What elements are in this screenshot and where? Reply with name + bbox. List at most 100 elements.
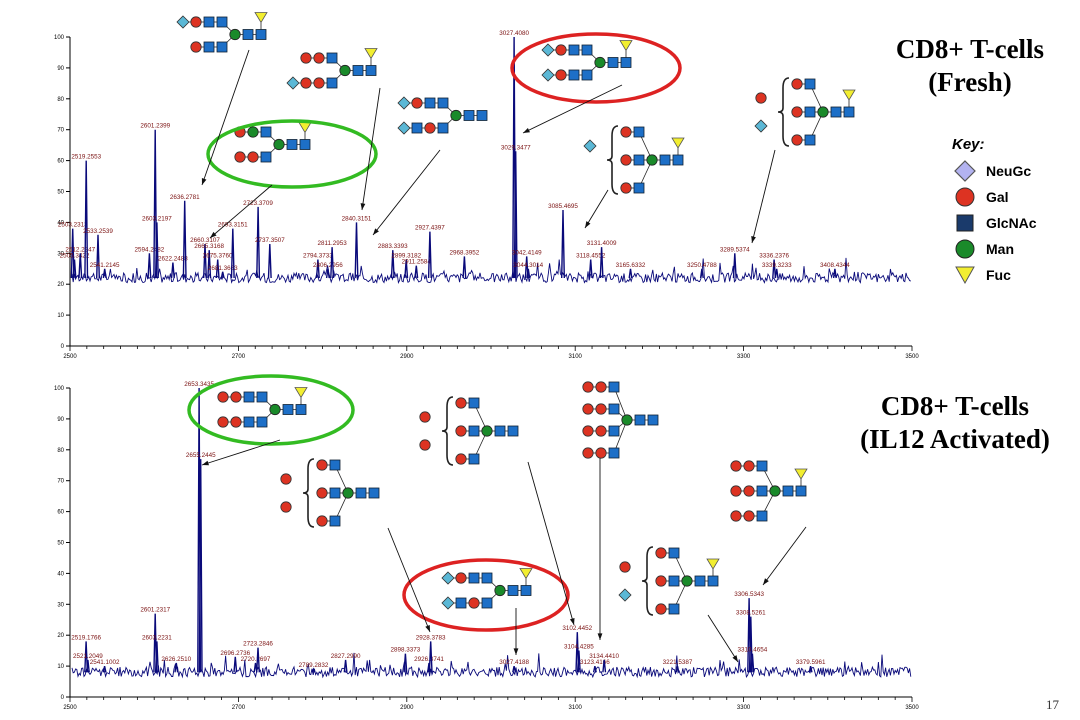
y-tick-label: 20	[57, 282, 64, 288]
glcnac-icon	[355, 487, 367, 499]
glcnac-icon	[260, 151, 272, 163]
peak	[315, 259, 320, 279]
man-icon	[646, 154, 658, 166]
gal-icon	[595, 381, 607, 393]
peak-label: 3044.3014	[513, 262, 543, 269]
peak	[772, 259, 777, 279]
key-item-fuc: Fuc	[952, 262, 1062, 288]
peak	[84, 160, 89, 279]
key-item-glcnac: GlcNAc	[952, 210, 1062, 236]
peak-label: 3027.4188	[499, 659, 529, 666]
y-tick-label: 0	[61, 695, 65, 701]
y-tick-label: 100	[54, 386, 65, 392]
pointer-arrow	[201, 439, 281, 466]
glcnac-icon	[481, 572, 493, 584]
gal-icon	[230, 391, 242, 403]
peak-label: 2519.1766	[71, 634, 101, 641]
gal-icon	[316, 515, 328, 527]
peak-label: 3118.4552	[576, 252, 606, 259]
peak-label: 3042.4149	[512, 249, 542, 256]
glcnac-icon	[242, 29, 254, 40]
y-tick-label: 60	[57, 159, 64, 165]
peak	[403, 653, 408, 673]
y-tick-label: 80	[57, 97, 64, 103]
y-tick-label: 70	[57, 479, 64, 485]
y-tick-label: 30	[57, 602, 64, 608]
peak	[588, 259, 593, 279]
peak	[699, 268, 704, 279]
peak-label: 2720.2697	[241, 656, 271, 663]
neugc-icon	[286, 76, 300, 90]
spectrum-0: 0 10 20 30 40 50 60 70 80 90 100 2500 2700 2900 3100 33…	[54, 30, 919, 360]
neugc-icon	[441, 596, 455, 610]
y-tick-label: 30	[57, 251, 64, 257]
man-icon	[769, 485, 781, 497]
glycan-structure	[441, 568, 533, 610]
peak-label: 2928.3783	[416, 634, 446, 641]
neugc-icon	[441, 571, 455, 585]
highlight-ring	[187, 374, 355, 446]
glcnac-icon	[437, 97, 449, 109]
peak-label: 2636.2781	[170, 194, 200, 201]
glcnac-icon	[756, 485, 768, 497]
peak	[576, 650, 581, 673]
fuc-icon	[706, 558, 720, 570]
man-icon	[229, 28, 241, 41]
peak-label: 2660.3107	[190, 237, 220, 244]
peak	[147, 253, 152, 279]
glcnac-icon	[282, 404, 294, 415]
gal-icon	[582, 447, 594, 459]
glcnac-icon	[608, 403, 620, 415]
man-icon	[681, 575, 693, 587]
pointer-arrow	[522, 84, 623, 134]
peak	[832, 268, 837, 279]
neugc-icon	[754, 119, 768, 133]
glycan-structure	[217, 387, 308, 428]
glcnac-icon	[568, 69, 580, 81]
peak-label: 2512.2347	[65, 246, 95, 253]
peak	[154, 641, 159, 673]
glcnac-icon	[581, 44, 593, 56]
man-icon	[481, 425, 493, 437]
glcnac-icon	[608, 425, 620, 437]
x-tick-label: 2500	[63, 354, 77, 360]
peak-label: 3221.5387	[663, 659, 693, 666]
glcnac-icon	[243, 416, 255, 428]
gal-icon	[582, 381, 594, 393]
peak	[512, 665, 517, 673]
peak-label: 2519.2553	[71, 154, 101, 161]
peak	[354, 222, 359, 279]
gal-icon	[234, 151, 246, 163]
gal-icon	[455, 425, 467, 437]
x-tick-label: 3300	[737, 354, 751, 360]
peak-label: 2794.3733	[303, 252, 333, 259]
glcnac-icon	[468, 397, 480, 409]
pointer-arrow	[209, 184, 273, 239]
glcnac-icon	[326, 77, 338, 89]
peak	[513, 151, 518, 279]
y-tick-label: 40	[57, 220, 64, 226]
peak-label: 2655.2445	[186, 452, 216, 459]
glycan-structure	[397, 96, 488, 135]
peak-label: 3123.4166	[580, 659, 610, 666]
peak	[170, 262, 175, 279]
man-icon	[342, 487, 354, 499]
glcnac-icon	[365, 65, 377, 76]
peak-label: 2806.2956	[313, 262, 343, 269]
gal-icon	[791, 106, 803, 118]
key-label: Fuc	[986, 267, 1011, 283]
peak	[102, 665, 107, 673]
glcnac-icon	[329, 459, 341, 471]
glcnac-icon	[756, 460, 768, 472]
gal-icon	[217, 416, 229, 428]
glcnac-icon	[494, 425, 506, 437]
peak	[84, 641, 89, 673]
glycan-structure	[286, 48, 378, 90]
gal-icon	[655, 575, 667, 587]
glcnac-icon	[694, 575, 706, 587]
glcnac-icon	[668, 575, 680, 587]
peak-label: 2723.3709	[243, 200, 273, 207]
x-tick-label: 2900	[400, 354, 414, 360]
x-tick-label: 2700	[232, 354, 246, 360]
peak-label: 3336.2376	[759, 252, 789, 259]
